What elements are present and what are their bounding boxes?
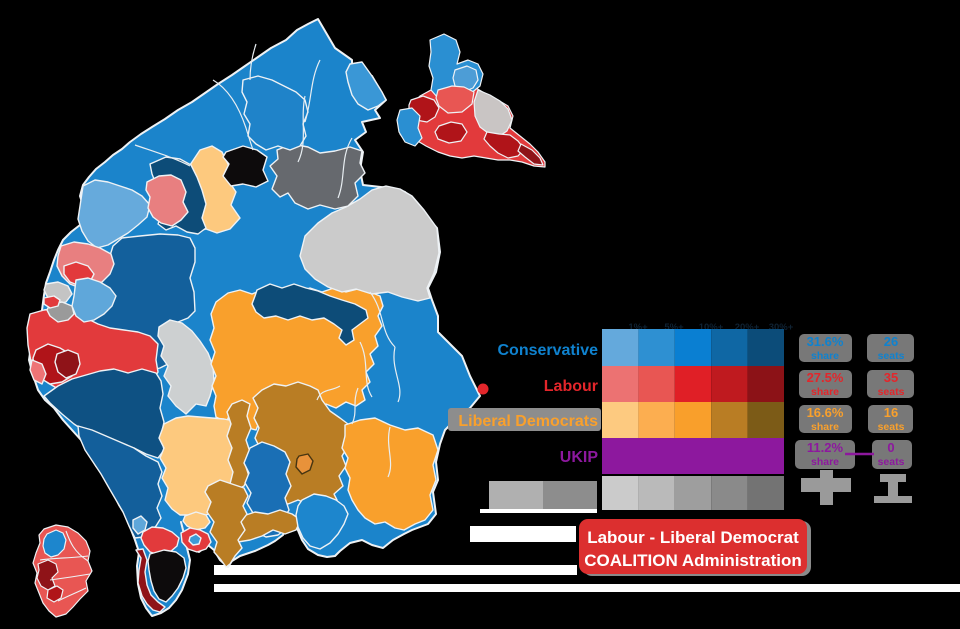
svg-text:seats: seats — [878, 421, 905, 433]
svg-text:1%+: 1%+ — [628, 322, 648, 333]
svg-text:27.5%: 27.5% — [807, 370, 844, 385]
svg-text:seats: seats — [878, 456, 905, 468]
svg-text:0: 0 — [887, 440, 894, 455]
svg-text:share: share — [811, 350, 839, 362]
svg-text:UKIP: UKIP — [560, 449, 599, 466]
svg-text:11.2%: 11.2% — [807, 440, 844, 455]
svg-text:Conservative: Conservative — [498, 342, 599, 359]
svg-text:seats: seats — [878, 386, 905, 398]
svg-text:26: 26 — [884, 334, 898, 349]
svg-text:Labour: Labour — [544, 378, 598, 395]
svg-text:Labour - Liberal Democrat: Labour - Liberal Democrat — [587, 528, 799, 547]
svg-text:30%+: 30%+ — [769, 322, 794, 333]
svg-text:share: share — [811, 456, 839, 468]
svg-text:5%+: 5%+ — [664, 322, 684, 333]
svg-text:10%+: 10%+ — [699, 322, 724, 333]
svg-text:share: share — [811, 421, 839, 433]
svg-text:16.6%: 16.6% — [807, 405, 844, 420]
svg-text:35: 35 — [884, 370, 898, 385]
svg-text:seats: seats — [878, 350, 905, 362]
svg-text:31.6%: 31.6% — [807, 334, 844, 349]
svg-text:Liberal Democrats: Liberal Democrats — [458, 413, 598, 430]
svg-text:20%+: 20%+ — [735, 322, 760, 333]
svg-text:share: share — [811, 386, 839, 398]
svg-text:COALITION Administration: COALITION Administration — [584, 551, 802, 570]
svg-text:16: 16 — [884, 405, 898, 420]
